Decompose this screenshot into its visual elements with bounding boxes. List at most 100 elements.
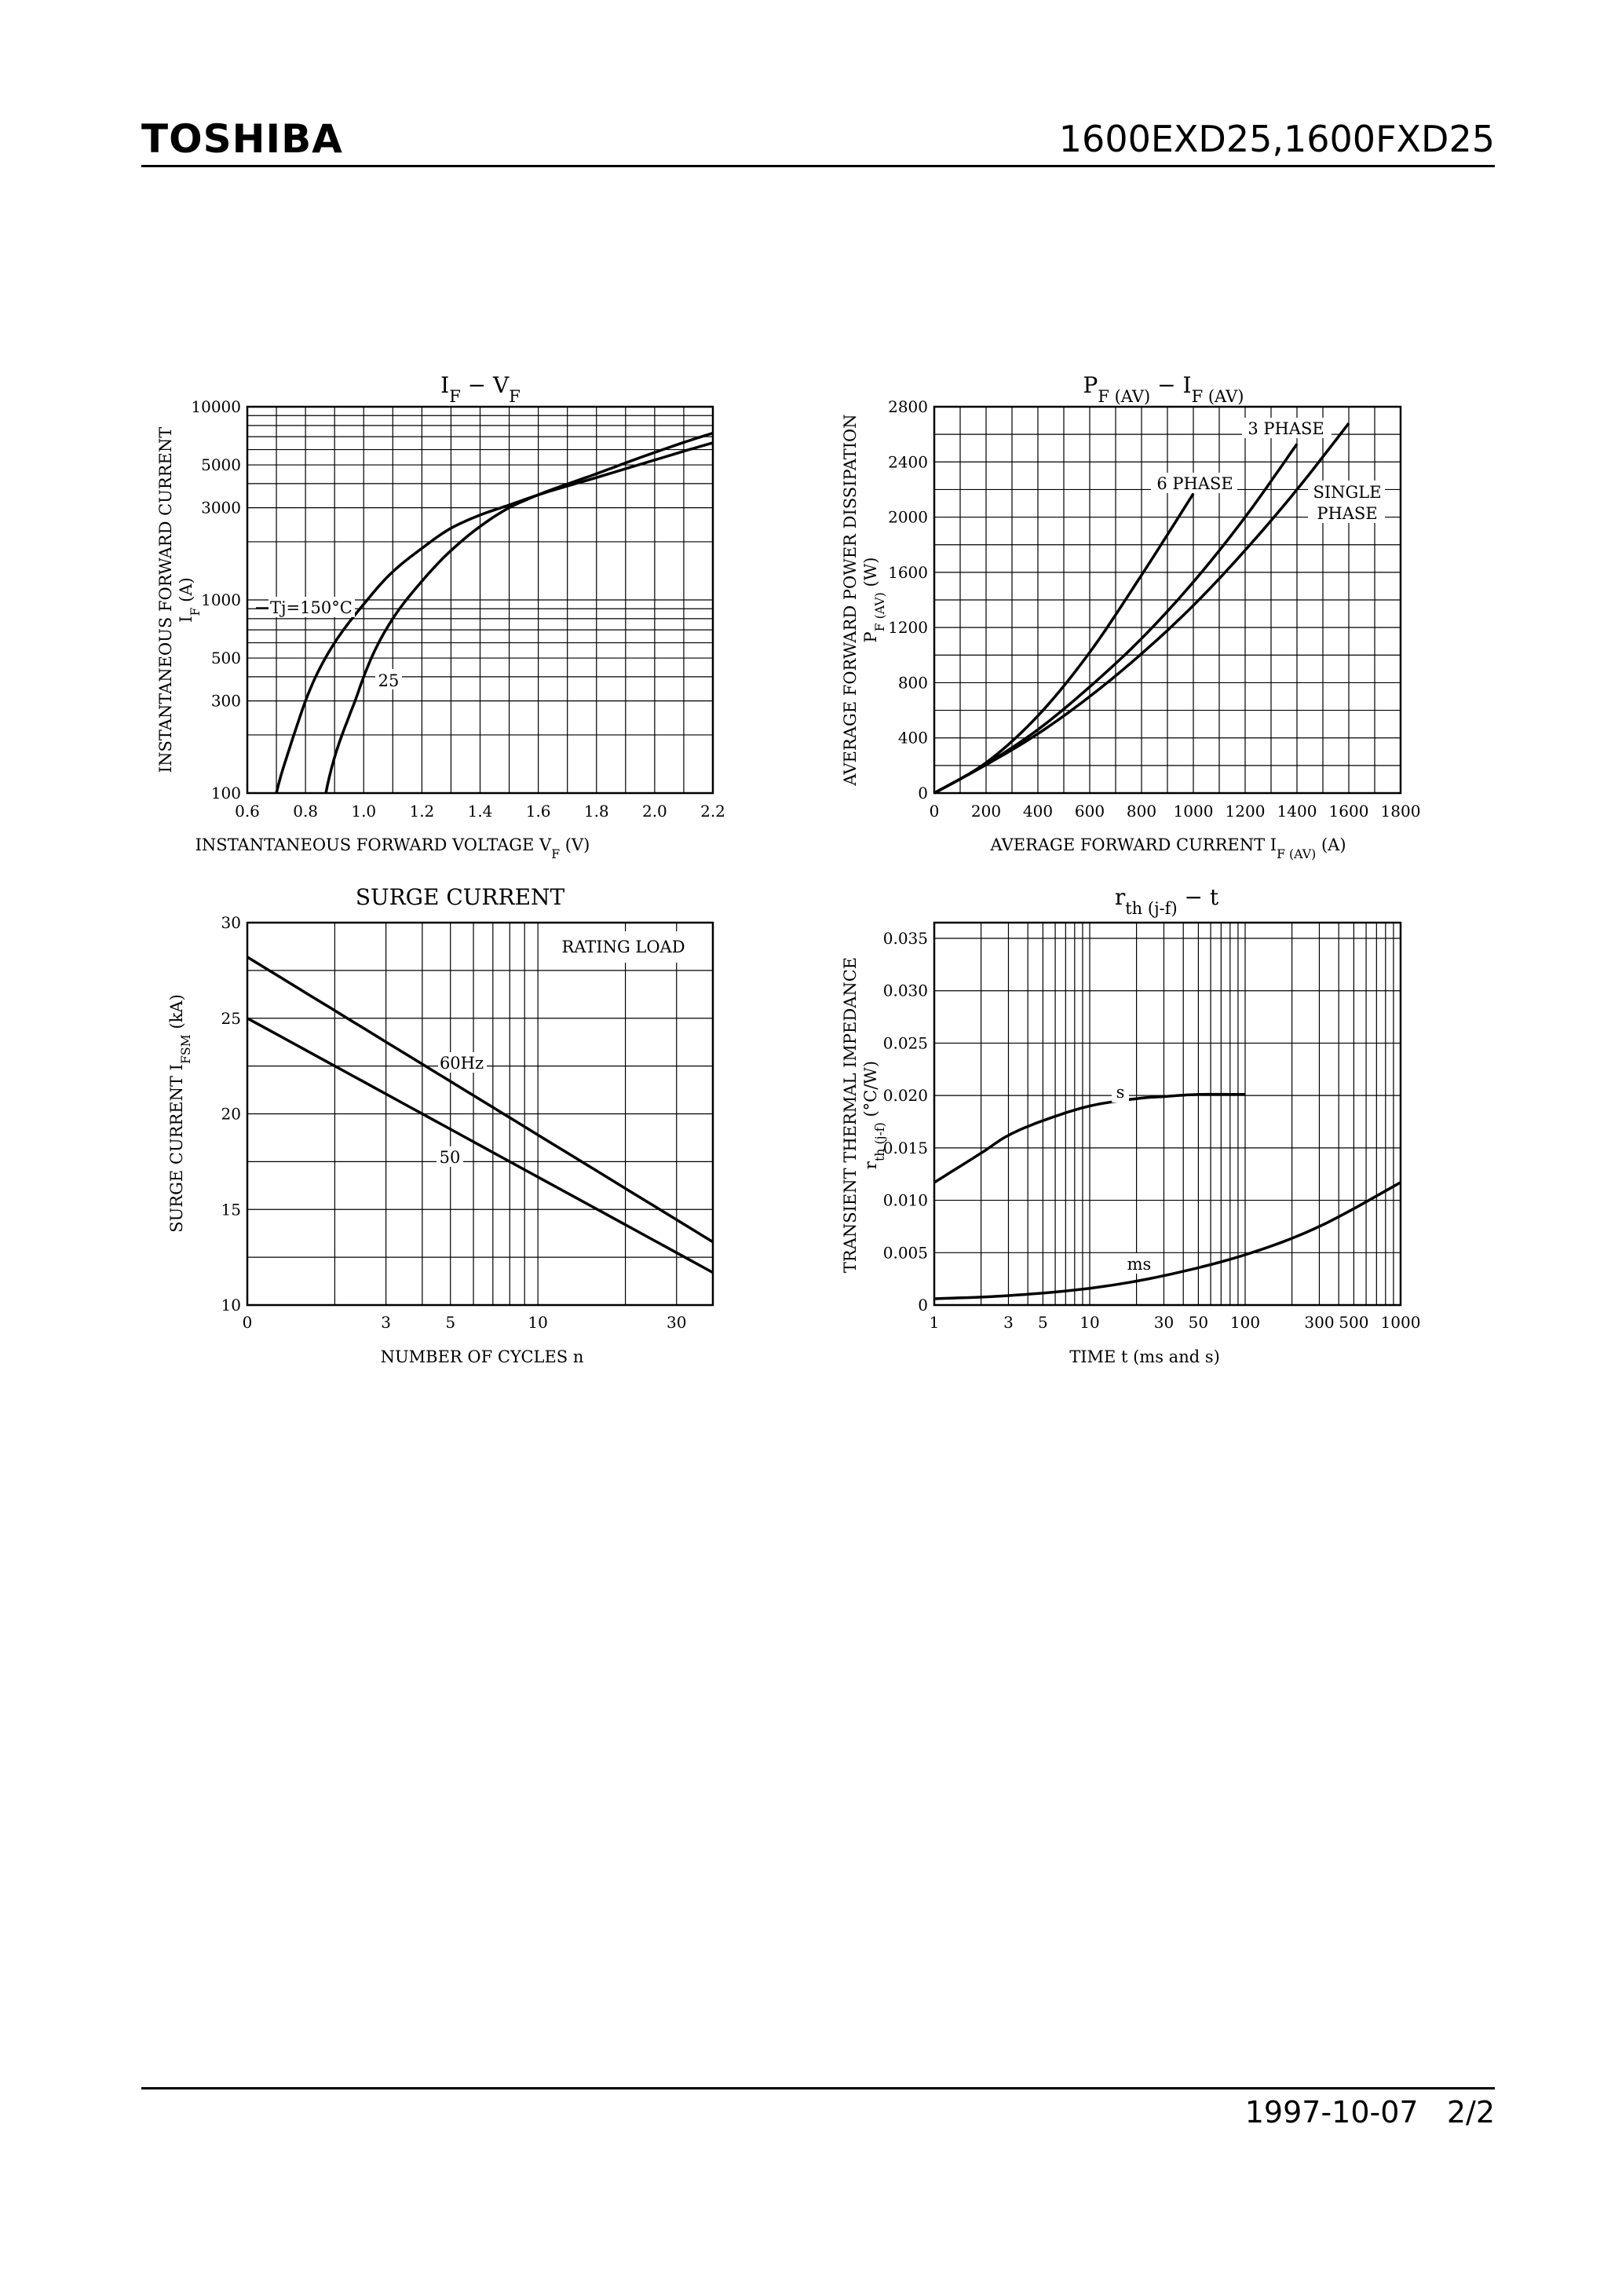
x-axis-label: AVERAGE FORWARD CURRENT IF (AV) (A) xyxy=(989,835,1346,861)
annotation-50: 50 xyxy=(440,1148,461,1167)
x-tick-label: 0 xyxy=(930,802,940,821)
y-tick-label: 0.005 xyxy=(883,1243,928,1262)
annotation-bg xyxy=(1151,473,1237,493)
footer-date: 1997-10-07 xyxy=(1244,2095,1419,2130)
y-tick-label: 2000 xyxy=(888,508,928,527)
y-tick-label: 10 xyxy=(221,1296,241,1314)
x-tick-label: 1.6 xyxy=(526,802,551,821)
x-tick-label: 0.6 xyxy=(235,802,260,821)
y-tick-label: 0.025 xyxy=(883,1033,928,1052)
x-tick-label: 300 xyxy=(1304,1313,1334,1332)
footer-text: 1997-10-07 2/2 xyxy=(1245,2095,1495,2130)
y-axis-label: AVERAGE FORWARD POWER DISSIPATION xyxy=(841,414,860,786)
x-tick-label: 10 xyxy=(528,1313,547,1332)
plot-frame xyxy=(246,405,714,795)
x-tick-label: 5 xyxy=(445,1313,455,1332)
x-tick-label: 1800 xyxy=(1381,802,1421,821)
x-tick-label: 0.8 xyxy=(293,802,318,821)
x-tick-label: 100 xyxy=(1230,1313,1260,1332)
y-axis-symbol: PF (AV) (W) xyxy=(861,558,887,643)
y-tick-label: 0.020 xyxy=(883,1086,928,1105)
y-tick-label: 0.010 xyxy=(883,1191,928,1210)
model-number: 1600EXD25,1600FXD25 xyxy=(1058,118,1495,160)
x-tick-label: 400 xyxy=(1023,802,1053,821)
x-tick-label: 2.0 xyxy=(642,802,667,821)
x-tick-label: 1.8 xyxy=(584,802,609,821)
y-axis-label: INSTANTANEOUS FORWARD CURRENT xyxy=(156,427,175,773)
y-tick-label: 0.015 xyxy=(883,1139,928,1157)
y-tick-label: 1000 xyxy=(201,590,241,609)
y-tick-label: 800 xyxy=(898,673,928,692)
annotation-bg xyxy=(375,669,402,689)
x-tick-label: 1600 xyxy=(1329,802,1369,821)
annotation-3phase: 3 PHASE xyxy=(1248,419,1324,438)
y-tick-label: 3000 xyxy=(201,499,241,517)
x-tick-label: 1.2 xyxy=(409,802,434,821)
chart-title: SURGE CURRENT xyxy=(356,884,565,910)
series-line xyxy=(933,422,1350,795)
annotation-60hz: 60Hz xyxy=(440,1054,484,1073)
x-tick-label: 50 xyxy=(1189,1313,1208,1332)
header-rule xyxy=(141,165,1495,167)
series-line xyxy=(933,1181,1401,1300)
annotation-6phase: 6 PHASE xyxy=(1156,474,1233,493)
plot-frame xyxy=(933,921,1402,1307)
series-line xyxy=(933,1092,1245,1184)
x-axis-label: INSTANTANEOUS FORWARD VOLTAGE VF (V) xyxy=(195,835,590,861)
footer-page: 2/2 xyxy=(1446,2095,1495,2130)
y-tick-label: 20 xyxy=(221,1105,241,1124)
x-axis-label: TIME t (ms and s) xyxy=(1069,1347,1220,1366)
x-tick-label: 1.4 xyxy=(468,802,493,821)
x-tick-label: 5 xyxy=(1038,1313,1048,1332)
y-tick-label: 10000 xyxy=(191,397,241,416)
y-tick-label: 2400 xyxy=(888,452,928,471)
annotation-s: s xyxy=(1116,1083,1125,1102)
y-axis-label: TRANSIENT THERMAL IMPEDANCE xyxy=(841,957,860,1273)
y-tick-label: 1200 xyxy=(888,618,928,637)
plot-frame xyxy=(246,921,714,1307)
x-tick-label: 0 xyxy=(243,1313,253,1332)
series-line xyxy=(247,1017,714,1274)
y-tick-label: 25 xyxy=(221,1009,241,1028)
y-tick-label: 1600 xyxy=(888,563,928,582)
annotation-bg xyxy=(438,1052,487,1073)
annotation-bg xyxy=(1112,1082,1129,1102)
y-tick-label: 0.035 xyxy=(883,929,928,948)
chart-title: IF − VF xyxy=(440,372,521,406)
legend-note: RATING LOAD xyxy=(561,938,685,956)
x-tick-label: 600 xyxy=(1075,802,1105,821)
annotation-ms: ms xyxy=(1127,1255,1152,1274)
series-line xyxy=(247,956,714,1244)
y-tick-label: 15 xyxy=(221,1200,241,1219)
x-tick-label: 3 xyxy=(1003,1313,1014,1332)
x-tick-label: 1 xyxy=(930,1313,940,1332)
annotation-bg xyxy=(1242,418,1332,438)
y-axis-symbol: rth (j-f) (°C/W) xyxy=(861,1061,887,1169)
x-tick-label: 1200 xyxy=(1226,802,1266,821)
y-tick-label: 30 xyxy=(221,913,241,932)
x-tick-label: 10 xyxy=(1080,1313,1099,1332)
annotation-phase: PHASE xyxy=(1317,504,1377,523)
x-tick-label: 500 xyxy=(1339,1313,1368,1332)
brand-logo: TOSHIBA xyxy=(141,116,343,162)
footer-rule xyxy=(141,2087,1495,2089)
x-tick-label: 1000 xyxy=(1381,1313,1421,1332)
x-tick-label: 800 xyxy=(1127,802,1156,821)
series-line xyxy=(275,441,714,794)
annotation-bg xyxy=(553,931,708,963)
y-axis-label: SURGE CURRENT IFSM (kA) xyxy=(167,994,193,1233)
x-tick-label: 30 xyxy=(667,1313,686,1332)
y-tick-label: 0 xyxy=(918,784,928,803)
x-tick-label: 1.0 xyxy=(351,802,376,821)
annotation-single: SINGLE xyxy=(1313,483,1381,502)
y-tick-label: 0.030 xyxy=(883,982,928,1000)
annotation-tj: Tj=150°C xyxy=(270,598,353,617)
y-tick-label: 500 xyxy=(211,649,241,667)
x-tick-label: 2.2 xyxy=(700,802,725,821)
y-tick-label: 400 xyxy=(898,729,928,748)
y-tick-label: 100 xyxy=(211,784,241,803)
y-tick-label: 2800 xyxy=(888,397,928,416)
x-axis-label: NUMBER OF CYCLES n xyxy=(381,1347,584,1366)
annotation-25: 25 xyxy=(378,671,400,690)
annotation-bg xyxy=(1308,481,1385,523)
